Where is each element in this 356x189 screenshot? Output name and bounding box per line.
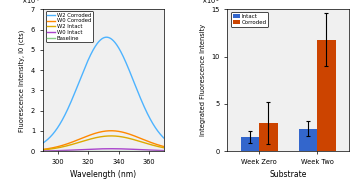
Baseline — [151, 150, 155, 152]
W2 Corroded — [151, 123, 155, 125]
W0 Intact — [109, 148, 113, 150]
W0 Intact — [41, 150, 45, 152]
Baseline — [143, 150, 147, 152]
Line: W2 Intact: W2 Intact — [43, 136, 164, 150]
Y-axis label: Fluorescence Intensity, I0 (cts): Fluorescence Intensity, I0 (cts) — [19, 29, 25, 132]
W0 Corroded — [115, 130, 120, 132]
W2 Corroded — [41, 142, 45, 144]
W2 Intact — [109, 135, 113, 137]
Baseline — [41, 150, 45, 152]
W0 Intact — [113, 148, 117, 150]
Baseline — [162, 150, 166, 152]
X-axis label: Wavelength (nm): Wavelength (nm) — [70, 170, 137, 179]
W2 Intact — [113, 135, 117, 137]
W2 Intact — [143, 142, 148, 144]
W0 Corroded — [41, 148, 45, 150]
W2 Intact — [115, 135, 120, 137]
W2 Corroded — [113, 42, 117, 44]
W0 Corroded — [41, 148, 45, 150]
Bar — [259, 123, 278, 151]
W0 Corroded — [109, 130, 113, 132]
Legend: W2 Corroded, W0 Corroded, W2 Intact, W0 Intact, Baseline: W2 Corroded, W0 Corroded, W2 Intact, W0 … — [46, 11, 93, 42]
W0 Corroded — [162, 146, 166, 148]
W2 Corroded — [115, 45, 120, 47]
W0 Corroded — [151, 142, 155, 144]
W2 Intact — [41, 149, 45, 151]
Baseline — [113, 150, 117, 152]
W2 Corroded — [113, 41, 117, 44]
W0 Intact — [151, 149, 155, 151]
W0 Intact — [41, 150, 45, 152]
W0 Intact — [143, 149, 148, 151]
Baseline — [41, 150, 45, 152]
Line: W0 Corroded: W0 Corroded — [43, 131, 164, 149]
W0 Corroded — [113, 130, 117, 132]
Line: W0 Intact: W0 Intact — [43, 149, 164, 151]
W0 Intact — [113, 148, 117, 150]
W2 Corroded — [162, 137, 166, 139]
Bar — [317, 40, 336, 151]
W0 Corroded — [143, 139, 148, 142]
Legend: Intact, Corroded: Intact, Corroded — [231, 12, 268, 27]
W2 Intact — [113, 135, 117, 137]
W2 Corroded — [41, 142, 45, 144]
W2 Intact — [162, 147, 166, 149]
Line: W2 Corroded: W2 Corroded — [43, 37, 164, 143]
Baseline — [115, 150, 119, 152]
W0 Corroded — [113, 130, 117, 132]
Y-axis label: Integrated Fluorescence Intensity: Integrated Fluorescence Intensity — [200, 24, 206, 136]
W0 Intact — [162, 149, 166, 152]
Bar — [241, 137, 259, 151]
Text: $\times10^4$: $\times10^4$ — [21, 0, 40, 7]
Bar — [299, 129, 317, 151]
W2 Corroded — [143, 108, 148, 111]
Text: $\times10^5$: $\times10^5$ — [201, 0, 219, 7]
Baseline — [112, 150, 117, 152]
W0 Intact — [115, 148, 120, 150]
W2 Corroded — [104, 36, 109, 38]
X-axis label: Substrate: Substrate — [269, 170, 307, 179]
W2 Intact — [41, 149, 45, 151]
W2 Intact — [151, 144, 155, 146]
